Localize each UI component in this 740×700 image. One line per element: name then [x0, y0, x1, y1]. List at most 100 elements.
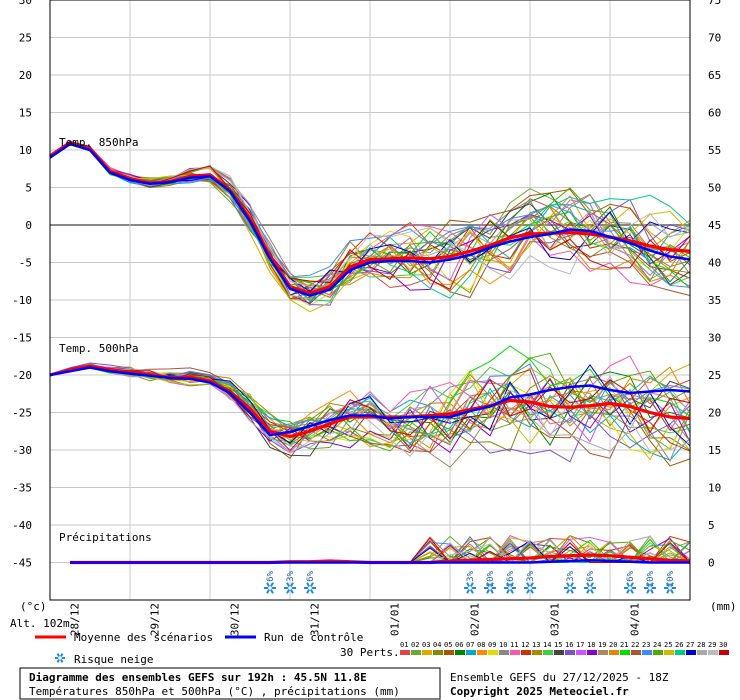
perturbation-swatch [686, 650, 696, 655]
perturbation-number: 02 [411, 641, 419, 649]
x-date-label: 02/01 [469, 603, 482, 636]
snowflake-center [58, 656, 62, 660]
x-date-label: 04/01 [629, 603, 642, 636]
right-tick-label: 20 [708, 407, 721, 420]
x-date-label: 28/12 [69, 603, 82, 636]
plot-frame [49, 0, 691, 601]
snowflake-center [568, 586, 572, 590]
perturbation-swatch [400, 650, 410, 655]
footer-copyright: Copyright 2025 Meteociel.fr [450, 685, 629, 698]
footer-title: Diagramme des ensembles GEFS sur 192h : … [29, 671, 367, 684]
perturbation-number: 04 [433, 641, 441, 649]
snow-risk-marker: 3% [464, 570, 476, 594]
perturbation-number: 20 [609, 641, 617, 649]
main-series [49, 140, 691, 565]
perturbation-swatch [444, 650, 454, 655]
snowflake-center [588, 586, 592, 590]
perturbation-swatch [642, 650, 652, 655]
panel-label-t500: Temp. 500hPa [59, 342, 138, 355]
perturbation-number: 19 [598, 641, 606, 649]
snow-risk-marker: 6% [624, 570, 636, 594]
footer-subtitle: Températures 850hPa et 500hPa (°C) , pré… [29, 685, 400, 698]
right-tick-label: 10 [708, 482, 721, 495]
left-tick-label: -45 [12, 557, 32, 570]
snow-risk-label: 3% [466, 570, 476, 581]
snowflake-center [288, 586, 292, 590]
snow-risk-marker: 16% [504, 570, 516, 594]
perturbation-swatch [620, 650, 630, 655]
perturbation-number: 16 [565, 641, 573, 649]
left-tick-label: -10 [12, 294, 32, 307]
perturbation-swatch [708, 650, 718, 655]
perturbation-swatch [466, 650, 476, 655]
perturbation-swatch [455, 650, 465, 655]
right-unit-label: (mm) [710, 600, 737, 613]
snow-risk-label: 6% [306, 570, 316, 581]
member-t500-line [49, 367, 691, 452]
snow-risk-marker: 6% [264, 570, 276, 594]
snow-risk-label: 3% [526, 570, 536, 581]
perturbation-number: 08 [477, 641, 485, 649]
perturbation-number: 06 [455, 641, 463, 649]
perturbation-number: 30 [719, 641, 727, 649]
x-date-label: 03/01 [549, 603, 562, 636]
perturbation-swatch [598, 650, 608, 655]
snowflake-center [508, 586, 512, 590]
snow-risk-marker: 10% [484, 570, 496, 594]
snowflake-center [268, 586, 272, 590]
member-t500-line [49, 364, 691, 459]
right-tick-label: 50 [708, 182, 721, 195]
series-precip-control [70, 558, 690, 564]
snow-risk-marker: 3% [564, 570, 576, 594]
snow-risk-label: 10% [486, 570, 496, 587]
perturbation-number: 18 [587, 641, 595, 649]
perturbation-number: 12 [521, 641, 529, 649]
left-tick-label: -25 [12, 407, 32, 420]
left-tick-label: 0 [25, 219, 32, 232]
perturbation-swatch [554, 650, 564, 655]
panel-label-precip: Précipitations [59, 531, 152, 544]
legend-mean-label: Moyenne des scénarios [74, 631, 213, 644]
footer-run: Ensemble GEFS du 27/12/2025 - 18Z [450, 671, 669, 684]
perturbation-number: 26 [675, 641, 683, 649]
right-tick-label: 5 [708, 519, 715, 532]
right-tick-label: 70 [708, 32, 721, 45]
perturbation-number: 01 [400, 641, 408, 649]
perturbation-swatch [719, 650, 729, 655]
legend-snow-label: Risque neige [74, 653, 153, 666]
footer: Diagramme des ensembles GEFS sur 192h : … [19, 667, 669, 700]
snow-risk-label: 6% [266, 570, 276, 581]
snow-risk-marker: 3% [524, 570, 536, 594]
snowflake-center [308, 586, 312, 590]
perturbation-swatch [488, 650, 498, 655]
x-date-label: 30/12 [229, 603, 242, 636]
series-t500-control [49, 366, 691, 437]
snow-risk-marker: 10% [664, 570, 676, 594]
left-tick-label: 15 [19, 107, 32, 120]
x-date-labels: 28/12 29/12 30/12 31/12 01/01 02/01 03/01 04/01 [69, 603, 642, 636]
right-tick-label: 25 [708, 369, 721, 382]
snow-risk-label: 3% [286, 570, 296, 581]
snow-risk-markers: 6% 3% 6% 3% 10% 16% 3% 3% 6% 6% 10% 10% [264, 570, 676, 594]
left-tick-label: 25 [19, 32, 32, 45]
perturbation-swatch [510, 650, 520, 655]
snowflake-center [668, 586, 672, 590]
perturbation-number: 23 [642, 641, 650, 649]
perturbation-swatch [587, 650, 597, 655]
perturbation-number: 11 [510, 641, 518, 649]
snow-risk-label: 10% [646, 570, 656, 587]
perturbation-swatch [543, 650, 553, 655]
snow-risk-marker: 3% [284, 570, 296, 594]
perturbation-swatch [675, 650, 685, 655]
perturbation-legend: 01 02 03 04 05 06 07 08 09 10 11 12 13 14 15 16 17 18 19 20… [400, 641, 729, 655]
x-date-label: 01/01 [389, 603, 402, 636]
right-tick-label: 40 [708, 257, 721, 270]
perturbation-number: 05 [444, 641, 452, 649]
left-tick-label: -40 [12, 519, 32, 532]
snow-risk-label: 10% [666, 570, 676, 587]
snow-risk-label: 6% [626, 570, 636, 581]
perturbation-number: 15 [554, 641, 562, 649]
left-tick-label: -20 [12, 369, 32, 382]
left-tick-label: 20 [19, 69, 32, 82]
snow-risk-label: 6% [586, 570, 596, 581]
